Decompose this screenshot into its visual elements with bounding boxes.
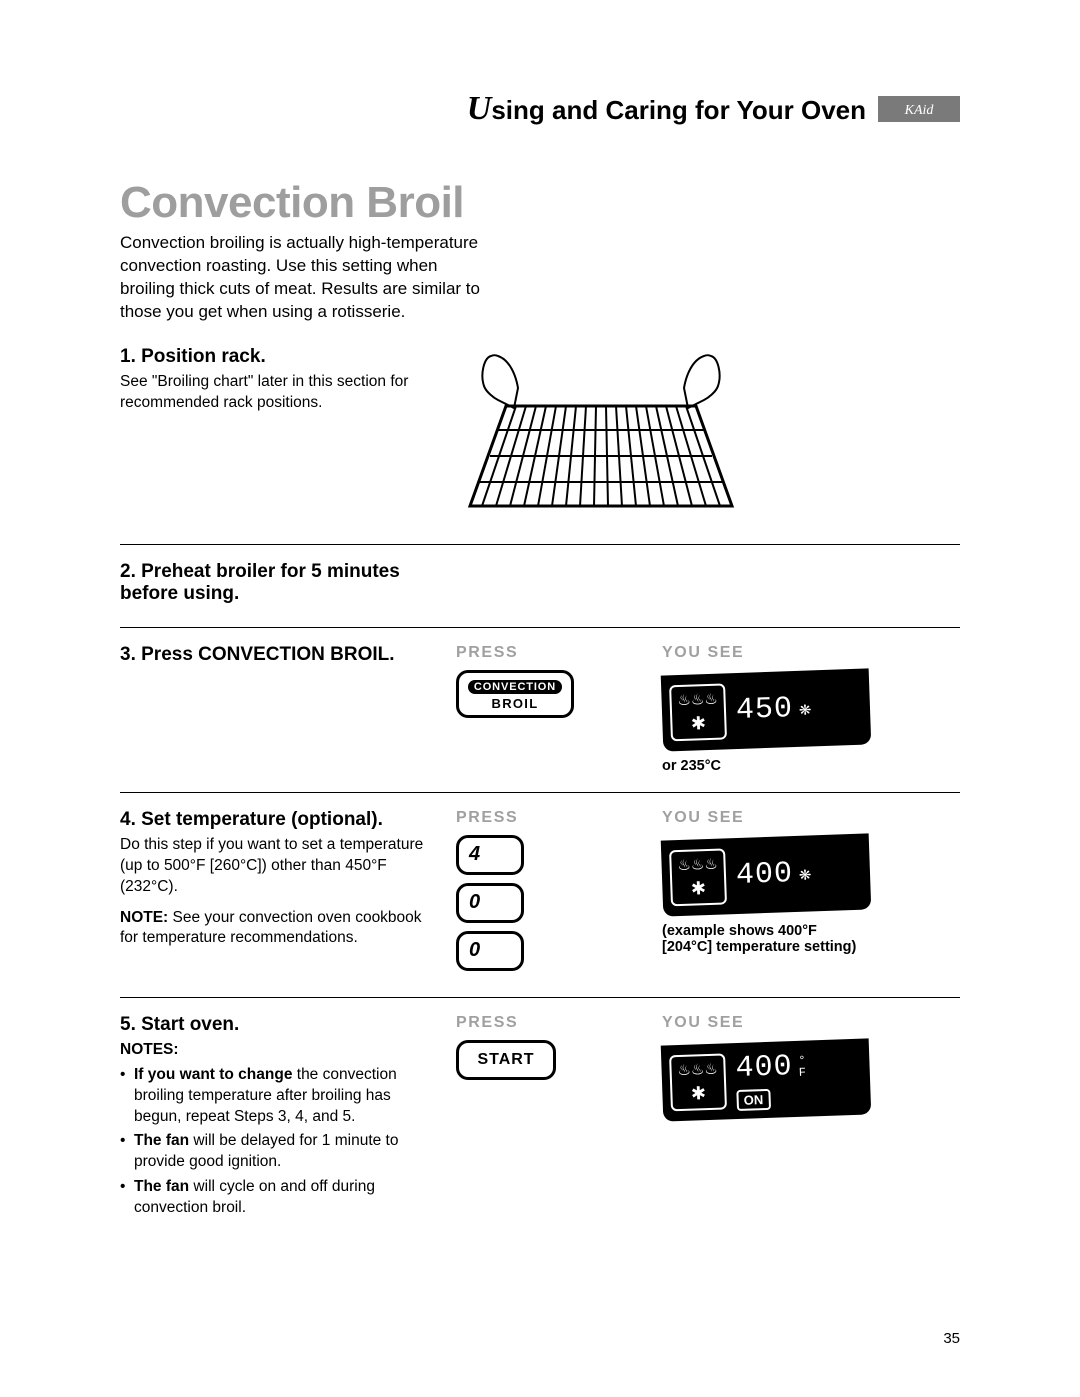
oven-display: ♨♨♨ ✱ 450 ❋	[661, 668, 872, 751]
step-3: 3. Press CONVECTION BROIL. PRESS CONVECT…	[120, 627, 960, 792]
heat-waves-icon: ♨♨♨	[677, 1061, 718, 1077]
heat-waves-icon: ♨♨♨	[677, 856, 718, 872]
step-4-body: Do this step if you want to set a temper…	[120, 836, 423, 895]
header-title: Using and Caring for Your Oven	[467, 90, 866, 128]
heat-fan-icon: ♨♨♨ ✱	[669, 848, 727, 906]
brand-logo: KAid	[878, 96, 960, 122]
keypad-4-button[interactable]: 4	[456, 835, 524, 875]
header-script-letter: U	[467, 90, 492, 127]
fan-icon: ✱	[691, 714, 707, 733]
step-5-note-1: If you want to change the convection bro…	[120, 1065, 440, 1128]
notes-heading: NOTES:	[120, 1040, 440, 1061]
press-label: PRESS	[456, 644, 646, 662]
note-label: NOTE:	[120, 909, 168, 926]
indicator-icon: ❋	[799, 860, 813, 886]
broil-label: BROIL	[459, 696, 571, 711]
keypad-0-button[interactable]: 0	[456, 931, 524, 971]
convection-broil-button[interactable]: CONVECTION BROIL	[456, 670, 574, 718]
oven-display: ♨♨♨ ✱ 400 ❋	[661, 833, 872, 916]
page-number: 35	[943, 1330, 960, 1347]
temp-value: 400	[735, 857, 793, 893]
step-2-title: 2. Preheat broiler for 5 minutes before …	[120, 561, 440, 605]
press-label: PRESS	[456, 809, 646, 827]
start-button[interactable]: START	[456, 1040, 556, 1080]
yousee-label: YOU SEE	[662, 809, 744, 827]
step-3-title: 3. Press CONVECTION BROIL.	[120, 644, 440, 666]
heat-fan-icon: ♨♨♨ ✱	[669, 1053, 727, 1111]
header-text-bold: Oven	[801, 95, 866, 125]
section-title: Convection Broil	[120, 178, 960, 228]
temp-value: 450	[735, 692, 793, 728]
heat-waves-icon: ♨♨♨	[677, 691, 718, 707]
step-5-note-2: The fan will be delayed for 1 minute to …	[120, 1131, 440, 1173]
step-4-title: 4. Set temperature (optional).	[120, 809, 440, 831]
intro-paragraph: Convection broiling is actually high-tem…	[120, 232, 490, 324]
step-4: 4. Set temperature (optional). Do this s…	[120, 792, 960, 997]
rack-illustration	[456, 346, 886, 526]
press-label: PRESS	[456, 1014, 646, 1032]
conv-label: CONVECTION	[468, 680, 562, 694]
heat-fan-icon: ♨♨♨ ✱	[669, 683, 727, 741]
keypad-0-button[interactable]: 0	[456, 883, 524, 923]
display-caption: or 235°C	[662, 758, 721, 774]
oven-display: ♨♨♨ ✱ 400 °F ON	[661, 1038, 872, 1121]
page-header: Using and Caring for Your Oven KAid	[120, 90, 960, 128]
indicator-icon: ❋	[799, 695, 813, 721]
step-1-body: See "Broiling chart" later in this secti…	[120, 372, 440, 414]
step-5-note-3: The fan will cycle on and off during con…	[120, 1177, 440, 1219]
temp-display: 400 ❋	[735, 856, 812, 893]
on-indicator: ON	[736, 1088, 770, 1110]
degree-f-icon: °F	[798, 1054, 807, 1078]
step-2: 2. Preheat broiler for 5 minutes before …	[120, 544, 960, 627]
step-5-title: 5. Start oven.	[120, 1014, 440, 1036]
step-1: 1. Position rack. See "Broiling chart" l…	[120, 346, 960, 544]
fan-icon: ✱	[691, 1084, 707, 1103]
svg-text:KAid: KAid	[904, 103, 935, 117]
header-text: sing and Caring for Your	[491, 95, 801, 125]
step-5: 5. Start oven. NOTES: If you want to cha…	[120, 997, 960, 1237]
temp-display: 400 °F	[735, 1049, 807, 1085]
temp-display: 450 ❋	[735, 691, 812, 728]
display-caption: (example shows 400°F [204°C] temperature…	[662, 923, 862, 955]
yousee-label: YOU SEE	[662, 1014, 744, 1032]
temp-value: 400	[735, 1049, 793, 1085]
step-1-title: 1. Position rack.	[120, 346, 440, 368]
fan-icon: ✱	[691, 879, 707, 898]
yousee-label: YOU SEE	[662, 644, 744, 662]
